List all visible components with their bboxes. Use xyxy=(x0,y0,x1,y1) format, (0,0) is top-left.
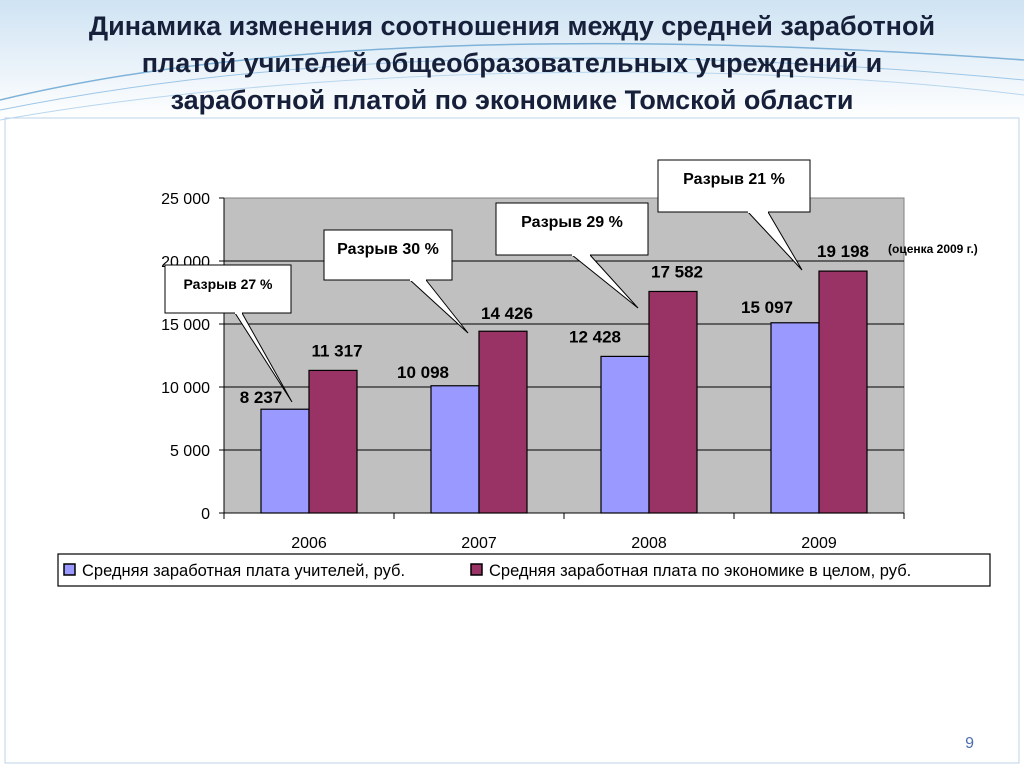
callout-pointer xyxy=(571,254,639,309)
callout-text: Разрыв 29 % xyxy=(521,214,623,231)
legend-label: Средняя заработная плата учителей, руб. xyxy=(82,562,405,580)
legend-label: Средняя заработная плата по экономике в … xyxy=(489,562,911,580)
y-tick-label: 0 xyxy=(201,506,210,523)
bar-economy xyxy=(818,270,868,514)
x-tick-label: 2008 xyxy=(631,535,667,552)
callout-text: Разрыв 27 % xyxy=(184,276,274,292)
y-tick-label: 25 000 xyxy=(161,191,210,208)
callout-box xyxy=(164,264,292,314)
y-tick-label: 10 000 xyxy=(161,380,210,397)
data-label: 12 428 xyxy=(569,327,621,346)
callout-text: Разрыв 30 % xyxy=(337,241,439,258)
y-tick-label: 15 000 xyxy=(161,317,210,334)
callout-text: Разрыв 21 % xyxy=(683,171,785,188)
bar-teachers xyxy=(430,385,480,514)
bar-economy xyxy=(308,369,358,514)
x-tick-label: 2006 xyxy=(291,535,327,552)
slide-title: Динамика изменения соотношения между сре… xyxy=(0,8,1024,119)
data-label: 14 426 xyxy=(481,304,533,323)
title-line: платой учителей общеобразовательных учре… xyxy=(141,48,883,78)
bar-teachers xyxy=(770,322,820,514)
bar-teachers xyxy=(600,355,650,514)
legend-swatch xyxy=(470,563,483,576)
x-tick-label: 2007 xyxy=(461,535,497,552)
legend-box xyxy=(57,553,991,587)
bar-economy xyxy=(648,290,698,514)
callout-box xyxy=(323,229,453,281)
data-label: 17 582 xyxy=(651,262,703,281)
callout-pointer xyxy=(234,312,293,403)
data-label: 10 098 xyxy=(397,363,449,382)
legend-swatch xyxy=(63,563,76,576)
data-label: 11 317 xyxy=(311,341,362,360)
page-number: 9 xyxy=(965,735,974,752)
bar-teachers xyxy=(260,408,310,514)
callout-box xyxy=(657,159,811,213)
data-label: 19 198 xyxy=(817,242,869,261)
title-line: Динамика изменения соотношения между сре… xyxy=(88,11,936,41)
estimate-note: (оценка 2009 г.) xyxy=(888,242,978,256)
callout-pointer xyxy=(409,279,469,334)
bar-economy xyxy=(478,330,528,514)
x-tick-label: 2009 xyxy=(801,535,837,552)
title-line: заработной платой по экономике Томской о… xyxy=(170,85,854,115)
data-label: 15 097 xyxy=(741,298,793,317)
y-tick-label: 5 000 xyxy=(170,443,210,460)
data-label: 8 237 xyxy=(240,388,283,407)
callout-pointer xyxy=(747,211,803,271)
